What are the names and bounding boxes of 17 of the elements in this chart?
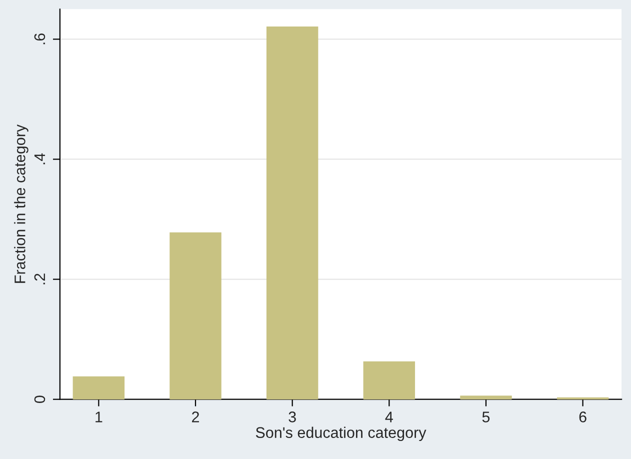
bar	[460, 396, 512, 400]
y-tick-label: .6	[34, 33, 46, 44]
y-tick-label: .2	[34, 274, 45, 284]
x-tick-label: 1	[96, 412, 102, 422]
x-axis-title: Son's education category	[256, 426, 426, 442]
bar	[266, 26, 318, 400]
y-tick-label: .4	[34, 153, 45, 164]
x-tick-label: 2	[192, 412, 199, 422]
x-tick-label: 6	[579, 412, 586, 422]
bar	[363, 361, 416, 400]
bar	[170, 232, 222, 400]
y-tick-label: 0	[34, 396, 46, 403]
y-axis-title: Fraction in the category	[14, 124, 28, 283]
x-tick-label: 4	[385, 412, 393, 422]
bar	[72, 376, 125, 400]
x-tick-label: 3	[288, 412, 296, 422]
x-tick-label: 5	[482, 412, 490, 422]
